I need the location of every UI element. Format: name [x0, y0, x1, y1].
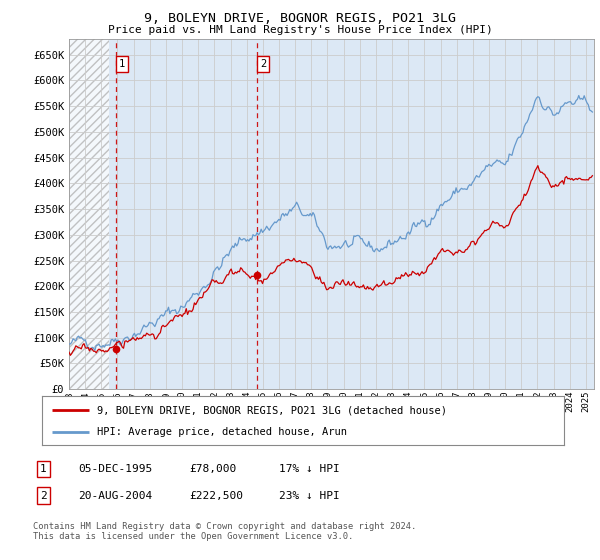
Text: 1: 1 — [119, 59, 125, 69]
Text: 05-DEC-1995: 05-DEC-1995 — [78, 464, 152, 474]
Text: 9, BOLEYN DRIVE, BOGNOR REGIS, PO21 3LG (detached house): 9, BOLEYN DRIVE, BOGNOR REGIS, PO21 3LG … — [97, 405, 447, 415]
Text: 1: 1 — [40, 464, 47, 474]
Text: £222,500: £222,500 — [189, 491, 243, 501]
Text: Contains HM Land Registry data © Crown copyright and database right 2024.
This d: Contains HM Land Registry data © Crown c… — [33, 522, 416, 542]
Text: 17% ↓ HPI: 17% ↓ HPI — [279, 464, 340, 474]
Text: 20-AUG-2004: 20-AUG-2004 — [78, 491, 152, 501]
Text: £78,000: £78,000 — [189, 464, 236, 474]
Text: 23% ↓ HPI: 23% ↓ HPI — [279, 491, 340, 501]
Text: 2: 2 — [40, 491, 47, 501]
Text: Price paid vs. HM Land Registry's House Price Index (HPI): Price paid vs. HM Land Registry's House … — [107, 25, 493, 35]
Text: 2: 2 — [260, 59, 266, 69]
Text: HPI: Average price, detached house, Arun: HPI: Average price, detached house, Arun — [97, 427, 347, 437]
Text: 9, BOLEYN DRIVE, BOGNOR REGIS, PO21 3LG: 9, BOLEYN DRIVE, BOGNOR REGIS, PO21 3LG — [144, 12, 456, 25]
